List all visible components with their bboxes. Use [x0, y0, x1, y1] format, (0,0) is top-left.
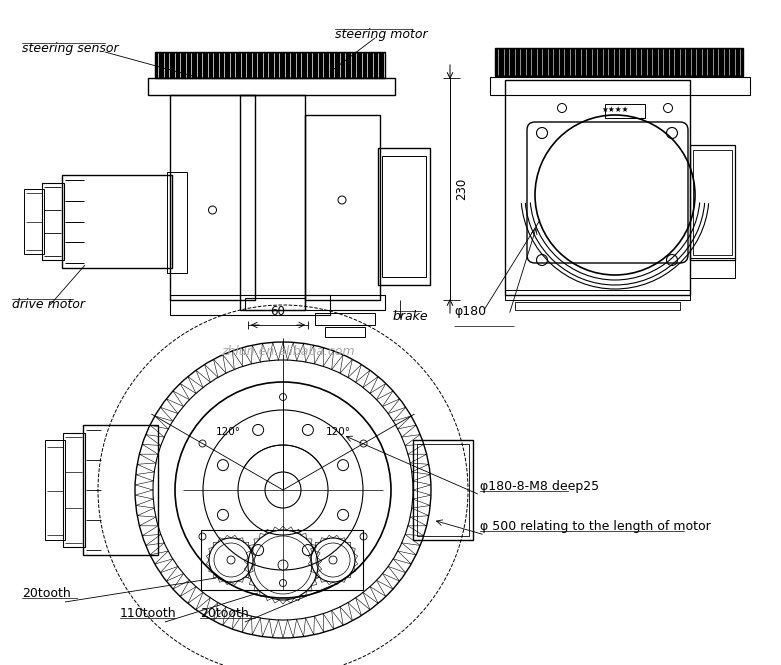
Text: 120°: 120°	[216, 427, 241, 437]
Bar	[170, 295, 330, 315]
Bar	[325, 327, 365, 337]
Bar	[693, 150, 732, 255]
Bar	[382, 156, 426, 277]
Bar	[605, 104, 645, 118]
Bar	[690, 145, 735, 260]
Bar	[148, 78, 395, 95]
Text: zhlun.en.alibaba.com: zhlun.en.alibaba.com	[221, 345, 355, 358]
Bar	[305, 295, 385, 310]
Bar	[245, 298, 305, 310]
Bar	[201, 530, 363, 590]
Bar	[170, 95, 255, 300]
Text: drive motor: drive motor	[12, 298, 85, 311]
Bar	[24, 189, 44, 254]
Bar	[378, 148, 430, 285]
Bar	[83, 425, 158, 555]
Bar	[305, 115, 380, 300]
Text: φ 500 relating to the length of motor: φ 500 relating to the length of motor	[480, 520, 711, 533]
Text: 120°: 120°	[326, 427, 351, 437]
Bar	[62, 175, 172, 268]
Text: φ180: φ180	[454, 305, 486, 318]
Bar	[515, 302, 680, 310]
Text: φ180-8-M8 deep25: φ180-8-M8 deep25	[480, 480, 599, 493]
Bar	[167, 172, 187, 273]
Circle shape	[278, 560, 288, 570]
Bar	[495, 48, 743, 76]
Bar	[495, 48, 743, 76]
Circle shape	[227, 556, 235, 564]
Text: 110tooth: 110tooth	[120, 607, 177, 620]
Text: steering motor: steering motor	[335, 28, 428, 41]
Text: ★★★★: ★★★★	[601, 105, 629, 114]
Bar	[690, 258, 735, 278]
Text: 60: 60	[270, 305, 285, 318]
Text: 20tooth: 20tooth	[200, 607, 249, 620]
Text: brake: brake	[393, 310, 429, 323]
Bar	[417, 444, 469, 536]
Bar	[42, 183, 64, 260]
Bar	[490, 77, 750, 95]
Bar	[155, 52, 385, 78]
Text: 230: 230	[455, 178, 468, 200]
Circle shape	[329, 556, 337, 564]
Bar	[505, 80, 690, 295]
Bar	[413, 440, 473, 540]
Bar	[315, 313, 375, 325]
Bar	[63, 433, 85, 547]
Bar	[45, 440, 65, 540]
Text: steering sensor: steering sensor	[22, 42, 119, 55]
Bar	[505, 290, 690, 300]
Bar	[155, 52, 385, 78]
Bar	[240, 95, 305, 310]
Text: 20tooth: 20tooth	[22, 587, 71, 600]
